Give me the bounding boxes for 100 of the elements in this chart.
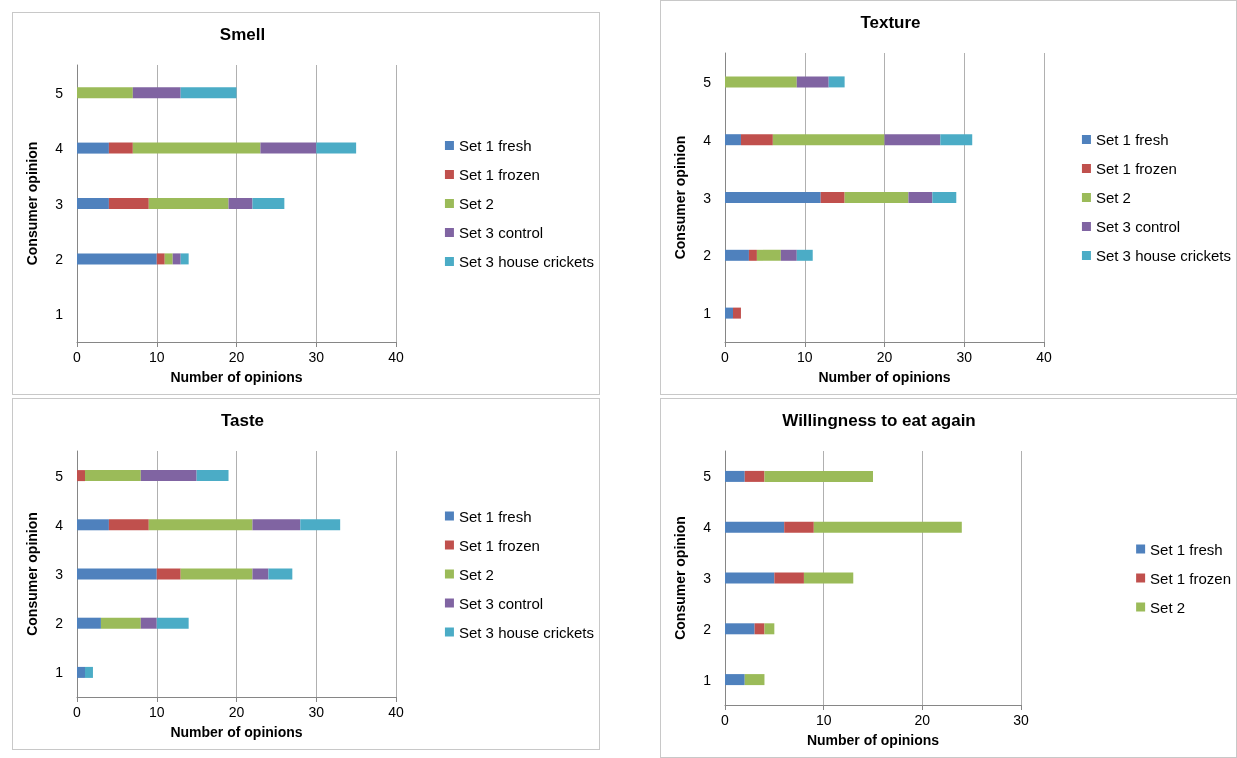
legend-label: Set 1 frozen: [1095, 160, 1177, 177]
bar: [756, 249, 781, 261]
bar: [77, 198, 109, 209]
bar: [803, 572, 854, 584]
y-tick-label: 2: [703, 247, 712, 264]
y-axis-title: Consumer opinion: [24, 141, 40, 266]
bar: [100, 617, 141, 629]
bar: [77, 142, 109, 154]
x-axis-title: Number of opinions: [818, 369, 951, 385]
legend-label: Set 3 control: [458, 224, 544, 241]
x-tick-label: 20: [914, 712, 931, 728]
bar: [932, 192, 957, 203]
bar: [725, 134, 741, 146]
x-tick-label: 30: [1013, 712, 1029, 728]
bar: [108, 519, 149, 531]
bar: [725, 76, 797, 88]
x-tick-label: 20: [228, 704, 245, 720]
bar: [108, 142, 133, 154]
y-tick-label: 3: [703, 189, 712, 206]
y-tick-label: 5: [703, 468, 712, 485]
bar: [77, 253, 157, 265]
y-tick-label: 1: [703, 671, 712, 688]
x-tick-label: 10: [148, 704, 165, 720]
bar: [796, 249, 813, 261]
x-tick-label: 30: [956, 349, 973, 365]
chart-title: Smell: [219, 25, 266, 44]
x-tick-label: 0: [73, 349, 82, 365]
bar: [316, 142, 357, 154]
bar: [180, 87, 237, 99]
bar: [828, 76, 845, 88]
bar: [784, 521, 814, 533]
chart-title: Taste: [220, 411, 265, 430]
bar: [820, 192, 845, 203]
y-tick-label: 1: [703, 305, 712, 322]
bar: [77, 617, 101, 629]
x-tick-label: 0: [721, 349, 730, 365]
bar: [725, 192, 821, 203]
y-tick-label: 2: [55, 250, 64, 267]
bar: [140, 617, 157, 629]
bar: [84, 470, 141, 482]
y-tick-label: 1: [55, 664, 64, 681]
bar: [260, 142, 317, 154]
bar: [772, 134, 885, 146]
bar: [148, 519, 253, 531]
legend-label: Set 2: [458, 195, 494, 212]
y-tick-label: 3: [55, 195, 64, 212]
bar: [77, 87, 133, 99]
bar: [300, 519, 341, 531]
x-tick-label: 0: [721, 712, 730, 728]
legend-label: Set 2: [458, 565, 494, 583]
y-axis-title: Consumer opinion: [672, 516, 688, 640]
x-tick-label: 10: [796, 349, 813, 365]
x-tick-label: 40: [388, 704, 404, 720]
legend-label: Set 1 frozen: [458, 166, 540, 183]
bar: [132, 142, 261, 154]
bar: [252, 568, 269, 580]
x-tick-label: 20: [876, 349, 893, 365]
bar: [884, 134, 941, 146]
bar: [908, 192, 933, 203]
y-tick-label: 2: [55, 615, 64, 632]
y-tick-label: 1: [55, 306, 64, 323]
bar: [77, 568, 157, 580]
chart-title: Texture: [860, 13, 921, 32]
bar: [764, 470, 873, 482]
legend-label: Set 3 house crickets: [458, 253, 595, 270]
bar: [744, 674, 765, 686]
bar: [268, 568, 293, 580]
y-tick-label: 3: [55, 566, 64, 582]
bar: [725, 470, 745, 482]
bar: [744, 470, 765, 482]
legend-label: Set 2: [1095, 189, 1131, 206]
legend-label: Set 3 house crickets: [1095, 247, 1232, 264]
bar: [725, 674, 745, 686]
bar: [164, 253, 173, 265]
x-tick-label: 40: [388, 349, 404, 365]
bar: [180, 253, 189, 265]
y-tick-label: 5: [703, 73, 712, 90]
bar: [252, 198, 285, 209]
bar: [940, 134, 973, 146]
bar: [180, 568, 253, 580]
bar: [172, 253, 181, 265]
y-tick-label: 2: [703, 620, 712, 637]
bar: [725, 572, 775, 584]
legend-label: Set 1 frozen: [1150, 569, 1232, 587]
bar: [132, 87, 181, 99]
bar: [77, 470, 85, 482]
bar: [796, 76, 829, 88]
bar: [813, 521, 962, 533]
y-axis-title: Consumer opinion: [24, 512, 40, 636]
y-tick-label: 5: [55, 84, 64, 101]
x-axis-title: Number of opinions: [170, 369, 303, 385]
bar: [77, 666, 85, 678]
x-axis-title: Number of opinions: [806, 732, 940, 748]
legend-label: Set 1 fresh: [1095, 131, 1169, 148]
bar: [774, 572, 804, 584]
x-tick-label: 0: [73, 704, 82, 720]
bar: [252, 519, 301, 531]
bar: [196, 470, 229, 482]
bar: [732, 307, 741, 319]
chart-title: Willingness to eat again: [782, 411, 976, 430]
